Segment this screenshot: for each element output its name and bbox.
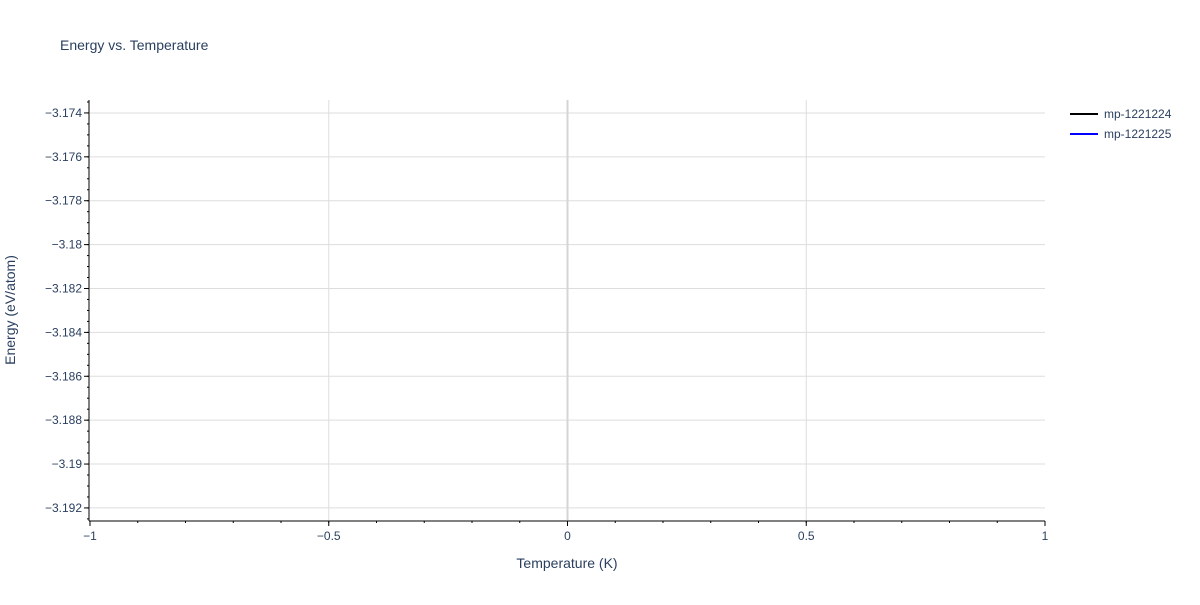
chart-title: Energy vs. Temperature: [60, 37, 209, 53]
y-tick-label: −3.186: [45, 369, 82, 383]
x-tick-label: −0.5: [317, 529, 341, 543]
y-tick-label: −3.19: [52, 457, 83, 471]
x-tick-label: 0.5: [798, 529, 815, 543]
grid: [90, 100, 1045, 520]
y-axis-label: Energy (eV/atom): [2, 255, 18, 365]
y-tick-label: −3.178: [45, 194, 82, 208]
y-tick-label: −3.184: [45, 325, 82, 339]
y-tick-label: −3.192: [45, 501, 82, 515]
y-tick-label: −3.188: [45, 413, 82, 427]
x-tick-label: −1: [83, 529, 97, 543]
y-tick-label: −3.174: [45, 106, 82, 120]
legend-label: mp-1221225: [1104, 127, 1172, 141]
axes: −3.174 −3.176 −3.178 −3.18 −3.182 −3.184 −3.18…: [45, 100, 1049, 543]
y-tick-label: −3.176: [45, 150, 82, 164]
x-tick-label: 1: [1042, 529, 1049, 543]
y-tick-label: −3.182: [45, 281, 82, 295]
x-axis-label: Temperature (K): [516, 555, 617, 571]
legend-label: mp-1221224: [1104, 107, 1172, 121]
y-tick-label: −3.18: [52, 238, 83, 252]
legend: mp-1221224 mp-1221225: [1070, 107, 1172, 141]
x-tick-label: 0: [564, 529, 571, 543]
